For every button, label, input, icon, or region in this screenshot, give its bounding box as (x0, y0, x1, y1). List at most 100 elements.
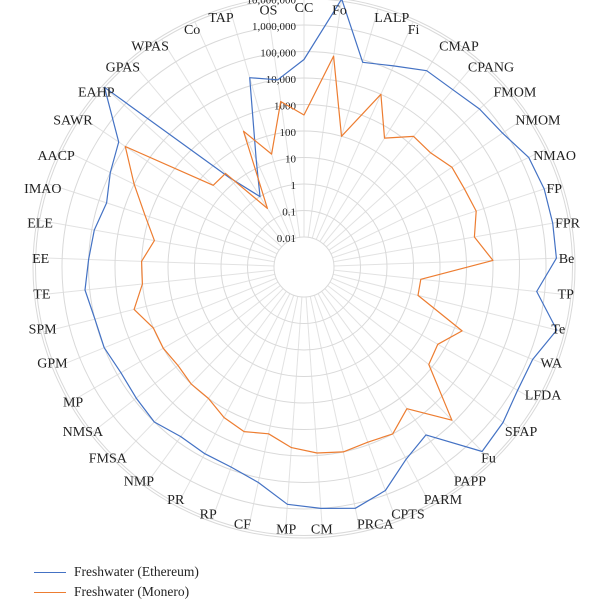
grid-spoke (54, 277, 277, 369)
category-label: ELE (27, 217, 53, 232)
category-label: EAHP (78, 85, 115, 100)
category-label: Te (551, 323, 565, 338)
radial-tick-label: 10,000,000 (247, 0, 297, 7)
legend: Freshwater (Ethereum) Freshwater (Monero… (34, 562, 199, 602)
grid-spoke (48, 183, 276, 259)
legend-item-monero: Freshwater (Monero) (34, 582, 199, 602)
category-label: NMOM (515, 113, 561, 128)
category-label: CPANG (468, 61, 514, 76)
grid-spoke (35, 257, 275, 267)
grid-spoke (62, 148, 278, 255)
category-label: CM (311, 522, 333, 537)
grid-spoke (321, 290, 463, 485)
grid-spoke (328, 116, 527, 251)
category-label: NMSA (63, 425, 104, 440)
radial-tick-label: 10 (285, 154, 297, 166)
grid-ring (220, 183, 388, 351)
grid-spoke (247, 296, 299, 530)
radial-tick-label: 100 (280, 127, 297, 139)
category-label: Fi (408, 23, 420, 38)
category-label: NMP (124, 474, 155, 489)
category-label: NMAO (533, 149, 576, 164)
grid-spoke (229, 8, 297, 239)
legend-label-monero: Freshwater (Monero) (74, 584, 190, 599)
series-line-monero (124, 55, 494, 454)
grid-spoke (211, 295, 295, 520)
category-label: SPM (29, 323, 58, 338)
category-label: GPAS (106, 61, 141, 76)
category-label: EE (32, 252, 49, 267)
grid-spoke (43, 273, 276, 333)
category-label: TAP (208, 11, 234, 26)
category-label: FMOM (494, 85, 537, 100)
grid-ring (61, 24, 547, 510)
category-label: CC (295, 1, 314, 16)
radial-tick-label: 1 (291, 180, 297, 192)
grid-spoke (266, 1, 301, 238)
category-label: SAWR (53, 113, 93, 128)
radial-tick-label: 0.1 (282, 207, 296, 219)
grid-spoke (39, 219, 275, 263)
category-label: CMAP (439, 40, 479, 55)
grid-spoke (330, 148, 546, 255)
grid-spoke (324, 288, 491, 461)
grid-spoke (309, 296, 361, 530)
grid-spoke (81, 116, 280, 251)
radial-tick-label: 1,000,000 (252, 21, 297, 33)
grid-spoke (145, 290, 287, 485)
grid-spoke (332, 183, 560, 259)
grid-spoke (317, 293, 431, 505)
category-label: CF (234, 517, 251, 532)
grid-spoke (315, 21, 414, 240)
grid-ring (194, 157, 414, 377)
grid-spoke (71, 281, 279, 402)
category-label: SFAP (505, 425, 538, 440)
grid-spoke (325, 86, 504, 248)
category-label: GPM (37, 357, 68, 372)
category-label: LFDA (525, 389, 562, 404)
radial-tick-label: 1000 (274, 101, 297, 113)
grid-ring (273, 236, 335, 298)
grid-spoke (305, 296, 324, 535)
grid-spoke (327, 285, 516, 433)
grid-ring (167, 130, 441, 404)
category-label: AACP (37, 149, 75, 164)
category-label: Fo (332, 4, 347, 19)
grid-spoke (177, 293, 291, 505)
grid-ring (35, 0, 573, 536)
grid-spoke (333, 257, 573, 267)
grid-spoke (322, 60, 477, 245)
radial-tick-label: 100,000 (260, 48, 296, 60)
category-label: PAPP (454, 474, 486, 489)
grid-spoke (333, 219, 569, 263)
category-label: TP (558, 288, 575, 303)
category-label: MP (63, 396, 83, 411)
category-label: RP (200, 508, 217, 523)
grid-spoke (36, 269, 275, 296)
grid-spoke (117, 288, 284, 461)
category-label: FMSA (89, 451, 128, 466)
grid-ring (247, 210, 361, 324)
legend-label-ethereum: Freshwater (Ethereum) (74, 564, 199, 579)
grid-spoke (329, 281, 537, 402)
grid-spoke (161, 39, 289, 242)
category-label: Co (184, 23, 200, 38)
grid-spoke (319, 39, 447, 242)
grid-spoke (332, 273, 565, 333)
category-label: WPAS (131, 40, 169, 55)
category-label: Fu (481, 451, 496, 466)
category-label: TE (33, 288, 50, 303)
grid-spoke (92, 285, 281, 433)
grid-spoke (284, 296, 303, 535)
series-line-ethereum (84, 0, 558, 509)
grid-spoke (104, 86, 283, 248)
grid-spoke (131, 60, 286, 245)
legend-swatch-ethereum (34, 571, 66, 573)
radial-tick-label: 10,000 (266, 74, 297, 86)
category-label: FP (547, 182, 563, 197)
grid-spoke (313, 295, 397, 520)
grid-spoke (307, 1, 342, 238)
category-label: FPR (555, 217, 581, 232)
category-label: Be (559, 252, 575, 267)
grid-spoke (331, 277, 554, 369)
